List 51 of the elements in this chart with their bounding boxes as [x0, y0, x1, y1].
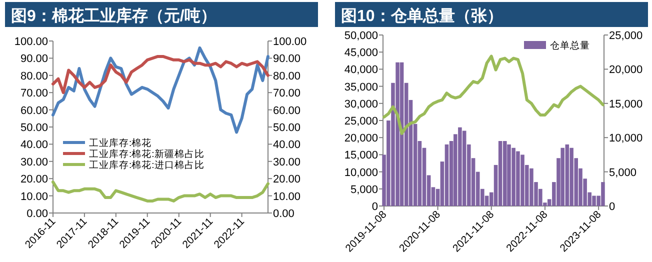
- legend-label: 工业库存:棉花: [89, 136, 152, 149]
- legend-label: 工业库存:棉花:新疆棉占比: [89, 148, 204, 160]
- y-tick-label: 70.00: [20, 88, 48, 100]
- y-tick-label: 20,000: [344, 132, 378, 145]
- y-tick-label: 25,000: [344, 116, 378, 128]
- y2-tick-label: 50.00: [273, 122, 301, 134]
- y-tick-label: 10.00: [20, 190, 48, 203]
- y2-tick-label: 5,000: [609, 166, 637, 179]
- chart-title: 图10：仓单总量（张）: [341, 7, 503, 25]
- y-tick-label: 80.00: [20, 70, 48, 82]
- chart-title: 图9：棉花工业库存（元/吨）: [11, 7, 216, 25]
- y2-tick-label: 10,000: [609, 132, 643, 145]
- y2-tick-label: 20,000: [609, 64, 643, 76]
- y-tick-label: 5,000: [350, 184, 378, 196]
- y-tick-label: 100.00: [14, 36, 48, 48]
- y-tick-label: 50.00: [20, 122, 48, 134]
- y2-tick-label: 90.00: [273, 53, 301, 66]
- bar: [502, 141, 507, 206]
- y2-tick-label: 40.00: [273, 139, 301, 152]
- y-tick-label: 40,000: [344, 64, 378, 76]
- y-tick-label: 30.00: [20, 156, 48, 168]
- y2-tick-label: 60.00: [273, 104, 301, 117]
- y2-tick-label: 25,000: [609, 30, 643, 42]
- y-tick-label: 35,000: [344, 81, 378, 94]
- y2-tick-label: 0.00: [273, 208, 294, 220]
- y-tick-label: 15,000: [344, 150, 378, 162]
- y2-tick-label: 0: [609, 201, 616, 213]
- legend-label: 仓单总量: [550, 40, 590, 52]
- y-tick-label: 50,000: [344, 30, 378, 42]
- y-tick-label: 60.00: [20, 104, 48, 117]
- y-tick-label: 40.00: [20, 139, 48, 152]
- line-series: [52, 180, 270, 202]
- y-tick-label: 90.00: [20, 53, 48, 66]
- y2-tick-label: 70.00: [273, 88, 301, 100]
- y-tick-label: 30,000: [344, 98, 378, 110]
- y-tick-label: 10,000: [344, 166, 378, 179]
- y2-tick-label: 30.00: [273, 156, 301, 168]
- bar: [444, 144, 449, 206]
- y2-tick-label: 10.00: [273, 190, 301, 203]
- y-tick-label: 45,000: [344, 47, 378, 60]
- line-series: [52, 54, 270, 94]
- y2-tick-label: 80.00: [273, 70, 301, 82]
- line-series: [52, 46, 270, 134]
- y2-tick-label: 100.00: [273, 36, 307, 48]
- line-series: [382, 54, 604, 135]
- y2-tick-label: 15,000: [609, 98, 643, 110]
- y-tick-label: 20.00: [20, 174, 48, 186]
- y2-tick-label: 20.00: [273, 174, 301, 186]
- legend-label: 工业库存:棉花:进口棉占比: [89, 158, 204, 171]
- y-tick-label: 0: [372, 201, 378, 213]
- y-tick-label: 0.00: [26, 208, 48, 220]
